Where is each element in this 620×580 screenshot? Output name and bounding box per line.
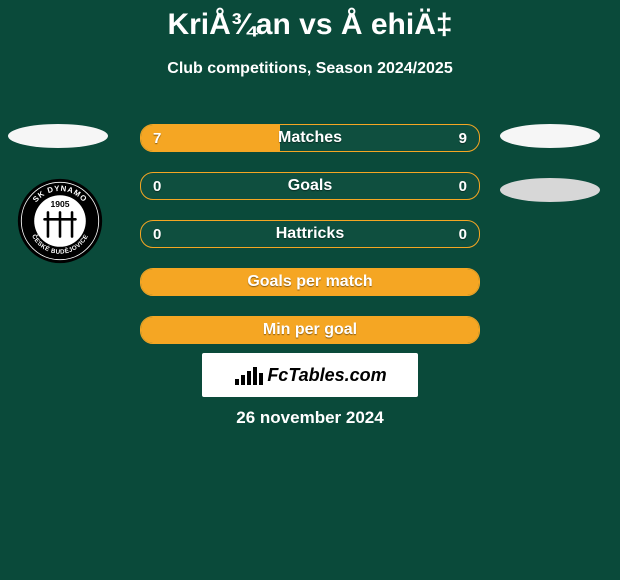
player-ellipse-left [8, 124, 108, 148]
stat-value-right: 0 [459, 221, 467, 247]
crest-year: 1905 [50, 199, 69, 209]
stat-value-right: 9 [459, 125, 467, 151]
page-title: KriÅ¾an vs Å ehiÄ‡ [0, 0, 620, 42]
stat-label: Hattricks [141, 221, 479, 247]
branding-text: FcTables.com [267, 365, 386, 386]
stat-row-mpg: Min per goal [140, 316, 480, 344]
stat-label: Goals per match [141, 269, 479, 295]
comparison-card: KriÅ¾an vs Å ehiÄ‡ Club competitions, Se… [0, 0, 620, 580]
stat-row-hattricks: 0 Hattricks 0 [140, 220, 480, 248]
club-crest-left: SK DYNAMO ČESKÉ BUDĚJOVICE 1905 [17, 178, 103, 264]
player-ellipse-right-2 [500, 178, 600, 202]
stats-block: 7 Matches 9 0 Goals 0 0 Hattricks 0 Goal… [140, 124, 480, 364]
stat-label: Min per goal [141, 317, 479, 343]
left-player-column: SK DYNAMO ČESKÉ BUDĚJOVICE 1905 [8, 124, 112, 264]
stat-row-goals: 0 Goals 0 [140, 172, 480, 200]
stat-row-matches: 7 Matches 9 [140, 124, 480, 152]
stat-label: Goals [141, 173, 479, 199]
stat-row-gpm: Goals per match [140, 268, 480, 296]
branding-badge[interactable]: FcTables.com [202, 353, 418, 397]
right-player-column [500, 124, 600, 232]
stat-label: Matches [141, 125, 479, 151]
player-ellipse-right-1 [500, 124, 600, 148]
chart-bars-icon [233, 365, 263, 385]
stat-value-right: 0 [459, 173, 467, 199]
footer-date: 26 november 2024 [0, 408, 620, 428]
page-subtitle: Club competitions, Season 2024/2025 [0, 60, 620, 78]
